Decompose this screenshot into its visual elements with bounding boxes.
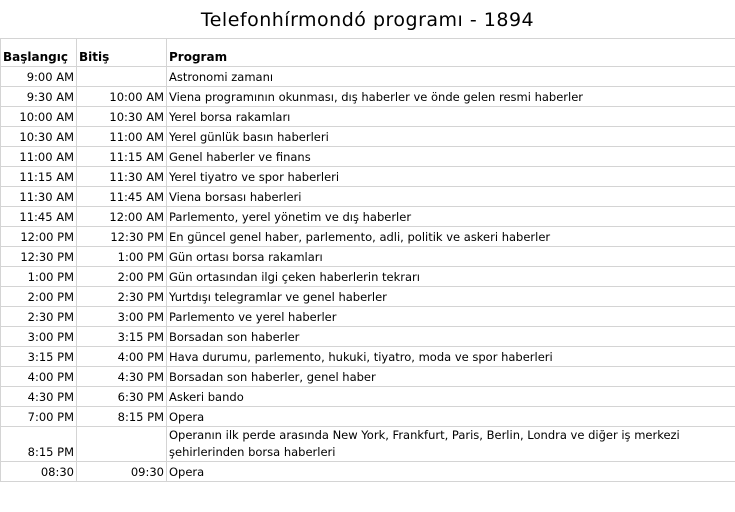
- table-row: 3:00 PM 3:15 PM Borsadan son haberler: [0, 326, 735, 347]
- program-cell: Hava durumu, parlemento, hukuki, tiyatro…: [166, 346, 735, 367]
- start-cell: 08:30: [0, 461, 77, 482]
- program-cell: Genel haberler ve finans: [166, 146, 735, 167]
- table-row: 2:00 PM 2:30 PM Yurtdışı telegramlar ve ge…: [0, 286, 735, 307]
- program-cell: En güncel genel haber, parlemento, adli,…: [166, 226, 735, 247]
- table-row: 1:00 PM 2:00 PM Gün ortasından ilgi çeken …: [0, 266, 735, 287]
- end-cell: 3:00 PM: [76, 306, 167, 327]
- header-cell: Program: [166, 38, 735, 67]
- table-row: 11:00 AM 11:15 AM Genel haberler ve finans: [0, 146, 735, 167]
- program-cell: Yerel borsa rakamları: [166, 106, 735, 127]
- end-cell: 12:30 PM: [76, 226, 167, 247]
- end-cell: 11:15 AM: [76, 146, 167, 167]
- start-cell: 3:00 PM: [0, 326, 77, 347]
- header-cell: Başlangıç: [0, 38, 77, 67]
- start-cell: 10:00 AM: [0, 106, 77, 127]
- table-row: 4:30 PM 6:30 PM Askeri bando: [0, 386, 735, 407]
- program-cell: Parlemento, yerel yönetim ve dış haberle…: [166, 206, 735, 227]
- end-cell: [76, 426, 167, 462]
- end-cell: 2:00 PM: [76, 266, 167, 287]
- end-cell: 09:30: [76, 461, 167, 482]
- start-cell: 8:15 PM: [0, 426, 77, 462]
- program-cell: Borsadan son haberler, genel haber: [166, 366, 735, 387]
- table-row: 11:45 AM 12:00 AM Parlemento, yerel yöneti…: [0, 206, 735, 227]
- start-cell: 12:30 PM: [0, 246, 77, 267]
- table-row: 11:15 AM 11:30 AM Yerel tiyatro ve spor ha…: [0, 166, 735, 187]
- program-cell: Yerel günlük basın haberleri: [166, 126, 735, 147]
- program-cell: Opera: [166, 461, 735, 482]
- end-cell: 4:30 PM: [76, 366, 167, 387]
- table-row: 10:00 AM 10:30 AM Yerel borsa rakamları: [0, 106, 735, 127]
- start-cell: 4:30 PM: [0, 386, 77, 407]
- program-cell: Parlemento ve yerel haberler: [166, 306, 735, 327]
- program-cell: Opera: [166, 406, 735, 427]
- end-cell: 4:00 PM: [76, 346, 167, 367]
- start-cell: 11:15 AM: [0, 166, 77, 187]
- program-cell: Gün ortası borsa rakamları: [166, 246, 735, 267]
- end-cell: 3:15 PM: [76, 326, 167, 347]
- table-body: Başlangıç Bitiş Program 9:00 AM Astronomi za…: [0, 38, 735, 482]
- start-cell: 2:00 PM: [0, 286, 77, 307]
- table-row: 9:30 AM 10:00 AM Viena programının okunmas…: [0, 86, 735, 107]
- program-cell: Askeri bando: [166, 386, 735, 407]
- end-cell: 2:30 PM: [76, 286, 167, 307]
- table-row: 11:30 AM 11:45 AM Viena borsası haberleri: [0, 186, 735, 207]
- program-cell: Yerel tiyatro ve spor haberleri: [166, 166, 735, 187]
- end-cell: 8:15 PM: [76, 406, 167, 427]
- program-cell: Viena programının okunması, dış haberler…: [166, 86, 735, 107]
- sheet-title: Telefonhírmondó programı - 1894: [200, 9, 535, 31]
- table-row: 4:00 PM 4:30 PM Borsadan son haberler, gen…: [0, 366, 735, 387]
- start-cell: 3:15 PM: [0, 346, 77, 367]
- end-cell: 11:45 AM: [76, 186, 167, 207]
- program-cell: Borsadan son haberler: [166, 326, 735, 347]
- program-cell: Operanın ilk perde arasında New York, Fr…: [166, 426, 735, 462]
- end-cell: 1:00 PM: [76, 246, 167, 267]
- start-cell: 1:00 PM: [0, 266, 77, 287]
- program-cell: Gün ortasından ilgi çeken haberlerin tek…: [166, 266, 735, 287]
- table-row: 7:00 PM 8:15 PM Opera: [0, 406, 735, 427]
- header-cell: Bitiş: [76, 38, 167, 67]
- table-row: 08:30 09:30 Opera: [0, 461, 735, 482]
- start-cell: 11:00 AM: [0, 146, 77, 167]
- schedule-table: Başlangıç Bitiş Program 9:00 AM Astronomi za…: [0, 38, 735, 482]
- end-cell: 11:30 AM: [76, 166, 167, 187]
- end-cell: 10:00 AM: [76, 86, 167, 107]
- program-cell: Astronomi zamanı: [166, 66, 735, 87]
- header-row: Başlangıç Bitiş Program: [0, 38, 735, 67]
- start-cell: 10:30 AM: [0, 126, 77, 147]
- start-cell: 2:30 PM: [0, 306, 77, 327]
- start-cell: 12:00 PM: [0, 226, 77, 247]
- end-cell: 10:30 AM: [76, 106, 167, 127]
- program-cell: Yurtdışı telegramlar ve genel haberler: [166, 286, 735, 307]
- start-cell: 11:30 AM: [0, 186, 77, 207]
- table-row: 12:00 PM 12:30 PM En güncel genel haber, p…: [0, 226, 735, 247]
- start-cell: 4:00 PM: [0, 366, 77, 387]
- start-cell: 9:00 AM: [0, 66, 77, 87]
- start-cell: 9:30 AM: [0, 86, 77, 107]
- table-row: 3:15 PM 4:00 PM Hava durumu, parlemento, h…: [0, 346, 735, 367]
- end-cell: 11:00 AM: [76, 126, 167, 147]
- program-cell: Viena borsası haberleri: [166, 186, 735, 207]
- table-row: 9:00 AM Astronomi zamanı: [0, 66, 735, 87]
- table-row: 10:30 AM 11:00 AM Yerel günlük basın haber…: [0, 126, 735, 147]
- table-row: 2:30 PM 3:00 PM Parlemento ve yerel haberl…: [0, 306, 735, 327]
- end-cell: [76, 66, 167, 87]
- start-cell: 11:45 AM: [0, 206, 77, 227]
- table-row: 12:30 PM 1:00 PM Gün ortası borsa rakamlar…: [0, 246, 735, 267]
- end-cell: 12:00 AM: [76, 206, 167, 227]
- start-cell: 7:00 PM: [0, 406, 77, 427]
- end-cell: 6:30 PM: [76, 386, 167, 407]
- table-row: 8:15 PM Operanın ilk perde arasında New Y…: [0, 426, 735, 462]
